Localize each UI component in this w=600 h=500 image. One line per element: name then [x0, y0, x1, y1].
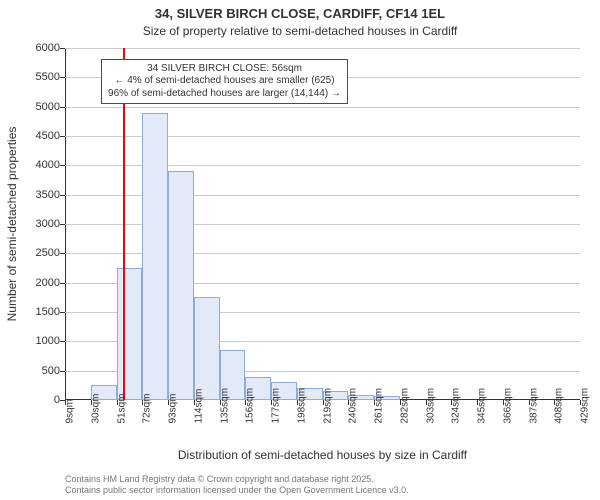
annotation-line: 34 SILVER BIRCH CLOSE: 56sqm	[108, 63, 341, 76]
x-tick-label: 282sqm	[399, 414, 410, 424]
chart-container: 34, SILVER BIRCH CLOSE, CARDIFF, CF14 1E…	[0, 0, 600, 500]
annotation-line: 96% of semi-detached houses are larger (…	[108, 88, 341, 101]
annotation-box: 34 SILVER BIRCH CLOSE: 56sqm← 4% of semi…	[101, 59, 348, 105]
y-tick	[60, 107, 65, 108]
y-tick-label: 4000	[10, 159, 60, 171]
gridline-h	[65, 48, 580, 49]
gridline-h	[65, 107, 580, 108]
x-tick-label: 324sqm	[451, 414, 462, 424]
footer-line-1: Contains HM Land Registry data © Crown c…	[65, 474, 580, 485]
y-tick-label: 1000	[10, 335, 60, 347]
y-tick	[60, 253, 65, 254]
histogram-bar	[168, 171, 194, 400]
y-tick-label: 2500	[10, 247, 60, 259]
x-tick-label: 72sqm	[142, 414, 153, 424]
x-tick-label: 9sqm	[65, 414, 76, 424]
y-tick	[60, 195, 65, 196]
x-tick-label: 135sqm	[219, 414, 230, 424]
y-tick	[60, 165, 65, 166]
y-tick-label: 6000	[10, 42, 60, 54]
x-tick-label: 51sqm	[116, 414, 127, 424]
x-tick-label: 114sqm	[193, 414, 204, 424]
y-tick	[60, 312, 65, 313]
annotation-line: ← 4% of semi-detached houses are smaller…	[108, 75, 341, 88]
y-tick	[60, 136, 65, 137]
histogram-bar	[117, 268, 143, 400]
x-tick-label: 429sqm	[580, 414, 591, 424]
y-tick	[60, 48, 65, 49]
chart-subtitle: Size of property relative to semi-detach…	[0, 24, 600, 38]
x-tick-label: 240sqm	[348, 414, 359, 424]
y-tick	[60, 224, 65, 225]
y-tick-label: 2000	[10, 277, 60, 289]
x-tick-label: 177sqm	[271, 414, 282, 424]
y-tick-label: 4500	[10, 130, 60, 142]
x-tick-label: 198sqm	[296, 414, 307, 424]
x-tick-label: 408sqm	[554, 414, 565, 424]
x-tick-label: 366sqm	[502, 414, 513, 424]
x-tick-label: 261sqm	[374, 414, 385, 424]
x-tick-label: 387sqm	[528, 414, 539, 424]
x-tick-label: 219sqm	[322, 414, 333, 424]
x-axis-label: Distribution of semi-detached houses by …	[65, 448, 580, 462]
y-tick-label: 5500	[10, 71, 60, 83]
y-tick-label: 0	[10, 394, 60, 406]
x-tick-label: 303sqm	[425, 414, 436, 424]
y-tick	[60, 371, 65, 372]
y-tick	[60, 283, 65, 284]
histogram-bar	[142, 113, 168, 400]
y-tick	[60, 77, 65, 78]
y-tick-label: 3500	[10, 189, 60, 201]
attribution-footer: Contains HM Land Registry data © Crown c…	[65, 474, 580, 497]
x-tick-label: 93sqm	[168, 414, 179, 424]
x-tick-label: 156sqm	[245, 414, 256, 424]
x-tick-label: 30sqm	[90, 414, 101, 424]
y-tick-label: 5000	[10, 101, 60, 113]
footer-line-2: Contains public sector information licen…	[65, 485, 580, 496]
x-tick-label: 345sqm	[477, 414, 488, 424]
histogram-bar	[194, 297, 220, 400]
plot-area: 34 SILVER BIRCH CLOSE: 56sqm← 4% of semi…	[65, 48, 580, 400]
y-tick-label: 3000	[10, 218, 60, 230]
y-tick	[60, 341, 65, 342]
chart-title: 34, SILVER BIRCH CLOSE, CARDIFF, CF14 1E…	[0, 6, 600, 21]
y-tick-label: 1500	[10, 306, 60, 318]
y-tick-label: 500	[10, 365, 60, 377]
